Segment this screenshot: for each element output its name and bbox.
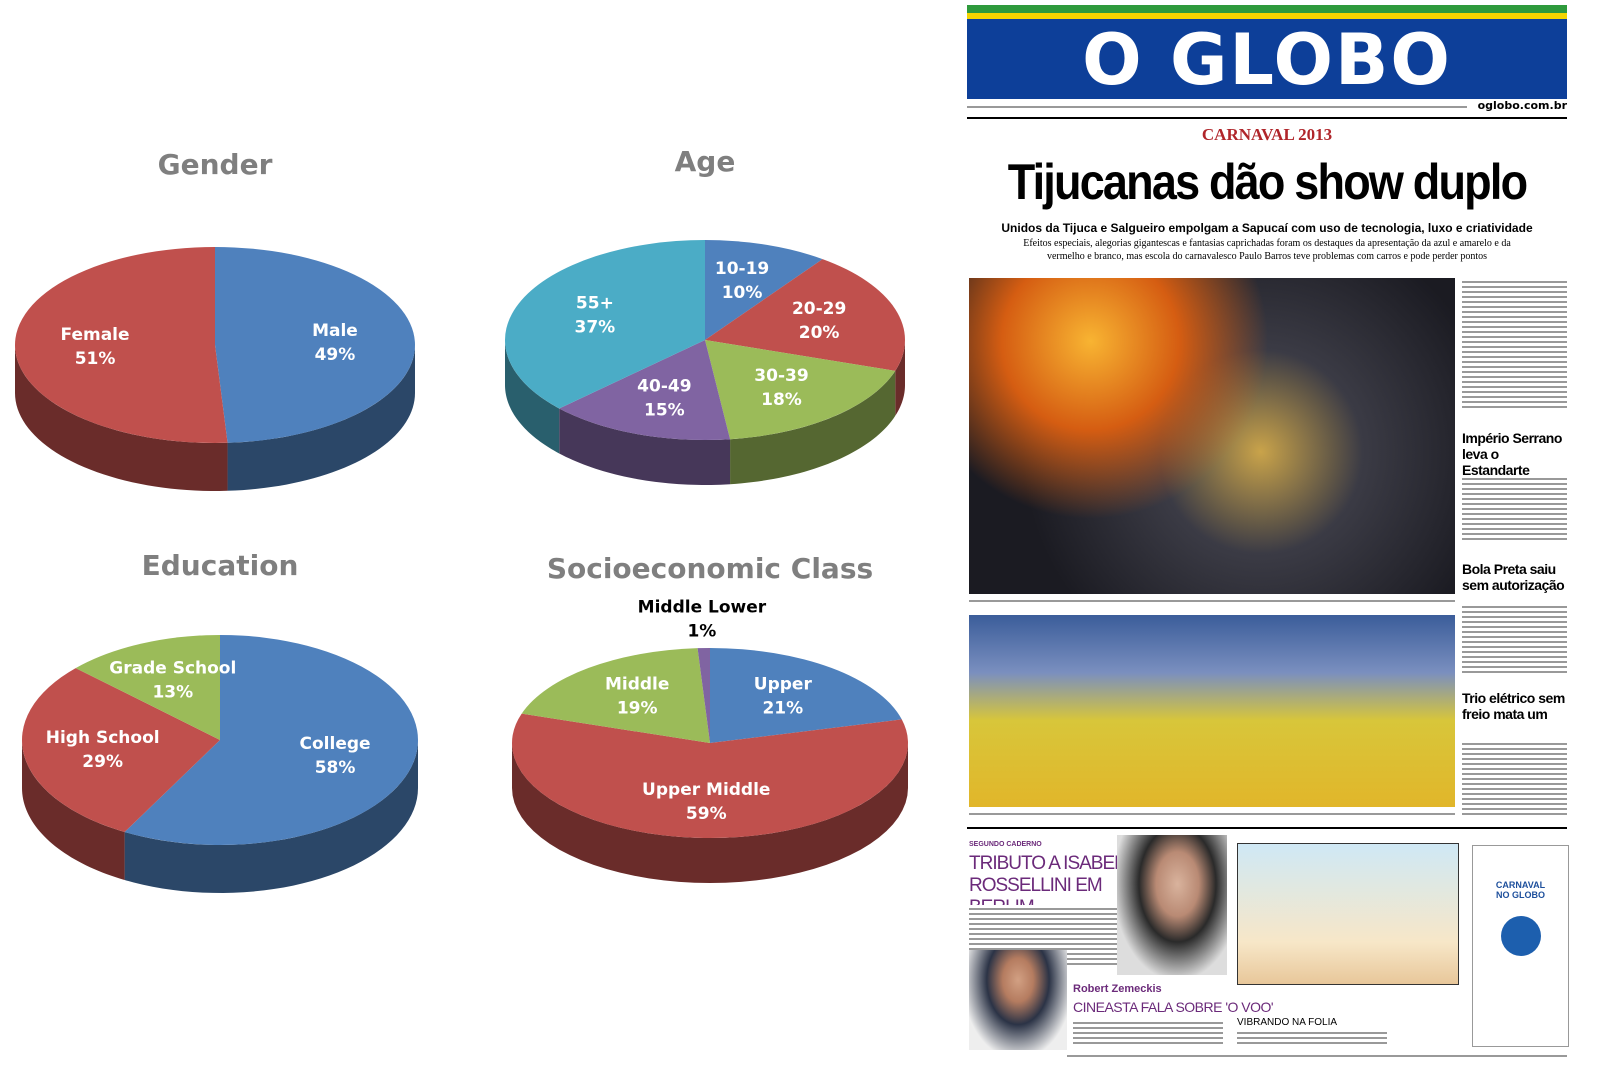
pie-slice [705, 240, 823, 340]
caption [969, 597, 1455, 603]
site: oglobo.com.br [1477, 99, 1567, 112]
slice-label: Middle [605, 674, 669, 694]
pie-slice [710, 648, 902, 743]
pie-side [895, 340, 905, 416]
pie-side [559, 408, 731, 485]
rule [967, 827, 1567, 829]
slice-value: 13% [152, 682, 193, 702]
slice-label: Upper [754, 674, 813, 694]
slice-value: 49% [315, 345, 356, 365]
chart-title: Socioeconomic Class [547, 552, 873, 585]
slice-value: 19% [617, 698, 658, 718]
photo [1117, 835, 1227, 975]
side-headline: Império Serrano leva o Estandarte [1462, 430, 1562, 478]
slice-value: 20% [799, 323, 840, 343]
pie-slice [14, 247, 228, 444]
slice-label: 30-39 [754, 366, 808, 386]
digital-text [1237, 1029, 1387, 1047]
slice-value: 1% [687, 622, 716, 642]
slice-value: 21% [762, 698, 803, 718]
masthead: O GLOBO [967, 19, 1567, 101]
section: SEGUNDO CADERNO [969, 841, 1042, 848]
charts: Gender Male 49% Female 51% Age 10-19 10% 20-29 20… [14, 145, 908, 893]
person-title: CINEASTA FALA SOBRE 'O VOO' [1073, 999, 1274, 1015]
caption [969, 810, 1455, 816]
pie-side [227, 345, 415, 491]
column-text [1462, 740, 1567, 815]
person-text [1073, 1019, 1223, 1047]
photo [969, 278, 1455, 594]
deck: Efeitos especiais, alegorias gigantescas… [1023, 238, 1511, 262]
pie-slice [215, 247, 415, 443]
pie-slice [75, 635, 220, 740]
pie-slice [559, 340, 731, 440]
slice-value: 51% [75, 349, 116, 369]
dateline [967, 103, 1467, 109]
slice-label: 20-29 [792, 299, 846, 319]
chart-title: Age [675, 145, 736, 178]
photo [969, 615, 1455, 807]
pie-slice [705, 340, 896, 440]
slice-value: 10% [722, 283, 763, 303]
slice-label: 10-19 [715, 259, 769, 279]
cartoon [1237, 843, 1459, 985]
pie-slice [512, 713, 908, 838]
slice-value: 37% [575, 317, 616, 337]
pie-slice [124, 635, 419, 845]
ad-text: CARNAVAL NO GLOBO [1495, 880, 1546, 900]
slice-label: Female [61, 325, 130, 345]
pie-slice [22, 668, 220, 833]
column-text [1462, 278, 1567, 408]
footer [1067, 1052, 1567, 1058]
kicker: CARNAVAL 2013 [1201, 125, 1333, 144]
slice-value: 59% [686, 804, 727, 824]
column-text [1462, 603, 1567, 673]
ad: CARNAVAL NO GLOBO [1472, 845, 1569, 1047]
slice-label: 40-49 [637, 376, 691, 396]
stripe [967, 13, 1567, 19]
pie-slice [705, 259, 906, 371]
slice-value: 18% [761, 390, 802, 410]
slice-label: Middle Lower [638, 598, 767, 618]
stripe [967, 5, 1567, 13]
slice-label: Upper Middle [642, 780, 770, 800]
chart-title: Education [142, 549, 299, 582]
person: Robert Zemeckis [1073, 983, 1162, 995]
newspaper: O GLOBO oglobo.com.br CARNAVAL 2013 Tiju… [967, 5, 1569, 1060]
pie-slice [697, 648, 710, 743]
slice-label: 55+ [576, 293, 614, 313]
slice-label: Grade School [109, 658, 236, 678]
pie-slice [521, 648, 710, 743]
subhead: Unidos da Tijuca e Salgueiro empolgam a … [1001, 221, 1533, 235]
slice-label: Male [312, 321, 358, 341]
slice-value: 29% [82, 752, 123, 772]
pie-side [505, 340, 560, 454]
slice-label: College [300, 734, 371, 754]
headline: Tijucanas dão show duplo [1007, 154, 1528, 210]
ad-logo [1500, 916, 1541, 956]
photo [969, 950, 1067, 1050]
pie-side [15, 345, 228, 491]
pie-side [124, 740, 419, 893]
side-headline: Bola Preta saiu sem autorização [1462, 561, 1565, 593]
slice-label: High School [46, 728, 160, 748]
pie-side [730, 370, 896, 485]
pie-side [512, 743, 908, 883]
digital-title: VIBRANDO NA FOLIA [1237, 1017, 1338, 1028]
column-text [1462, 475, 1567, 543]
slice-value: 58% [315, 758, 356, 778]
rule [967, 117, 1567, 119]
chart-title: Gender [158, 148, 273, 181]
slice-value: 15% [644, 400, 685, 420]
side-headline: Trio elétrico sem freio mata um [1462, 690, 1565, 722]
pie-slice [505, 240, 705, 409]
pie-side [22, 740, 125, 881]
